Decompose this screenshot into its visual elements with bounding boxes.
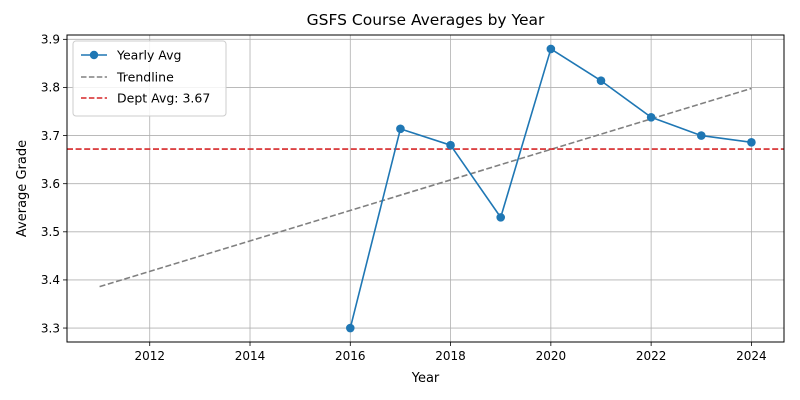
legend-marker-yearly-avg bbox=[89, 50, 99, 60]
y-tick-label: 3.4 bbox=[41, 273, 60, 287]
y-tick-label: 3.3 bbox=[41, 321, 60, 335]
x-tick-label: 2020 bbox=[536, 349, 567, 363]
axis-ticks: 2012 2014 2016 2018 2020 2022 2024 3.3 3.4 3.5 3.6… bbox=[41, 33, 767, 363]
x-tick-label: 2024 bbox=[736, 349, 767, 363]
x-tick-label: 2016 bbox=[335, 349, 366, 363]
yearly-avg-point bbox=[446, 140, 455, 150]
x-tick-label: 2014 bbox=[235, 349, 266, 363]
legend-box bbox=[72, 40, 227, 117]
x-tick-label: 2022 bbox=[636, 349, 667, 363]
plot-series bbox=[67, 44, 784, 333]
y-tick-label: 3.6 bbox=[41, 177, 60, 191]
x-axis-label: Year bbox=[411, 371, 440, 386]
y-tick-label: 3.8 bbox=[41, 81, 60, 95]
legend-label-trendline: Trendline bbox=[116, 70, 174, 85]
y-tick-label: 3.7 bbox=[41, 129, 60, 143]
y-tick-label: 3.9 bbox=[41, 33, 60, 47]
yearly-avg-point bbox=[396, 124, 405, 134]
trendline bbox=[99, 87, 752, 288]
legend-label-dept-avg: Dept Avg: 3.67 bbox=[117, 91, 210, 106]
y-axis-label: Average Grade bbox=[15, 140, 30, 237]
yearly-avg-point bbox=[546, 44, 556, 54]
legend: Yearly Avg Trendline Dept Avg: 3.67 bbox=[72, 40, 227, 117]
yearly-avg-point bbox=[596, 76, 606, 86]
y-tick-label: 3.5 bbox=[41, 225, 60, 239]
yearly-avg-point bbox=[747, 138, 756, 147]
yearly-avg-point bbox=[646, 112, 656, 122]
legend-label-yearly-avg: Yearly Avg bbox=[116, 48, 181, 63]
plot-frame bbox=[66, 34, 785, 343]
x-tick-label: 2018 bbox=[435, 349, 466, 363]
grid bbox=[67, 35, 784, 342]
chart-title: GSFS Course Averages by Year bbox=[307, 11, 545, 29]
yearly-avg-point bbox=[496, 213, 506, 222]
yearly-avg-point bbox=[696, 131, 706, 140]
x-tick-label: 2012 bbox=[134, 349, 165, 363]
yearly-avg-point bbox=[345, 323, 355, 333]
